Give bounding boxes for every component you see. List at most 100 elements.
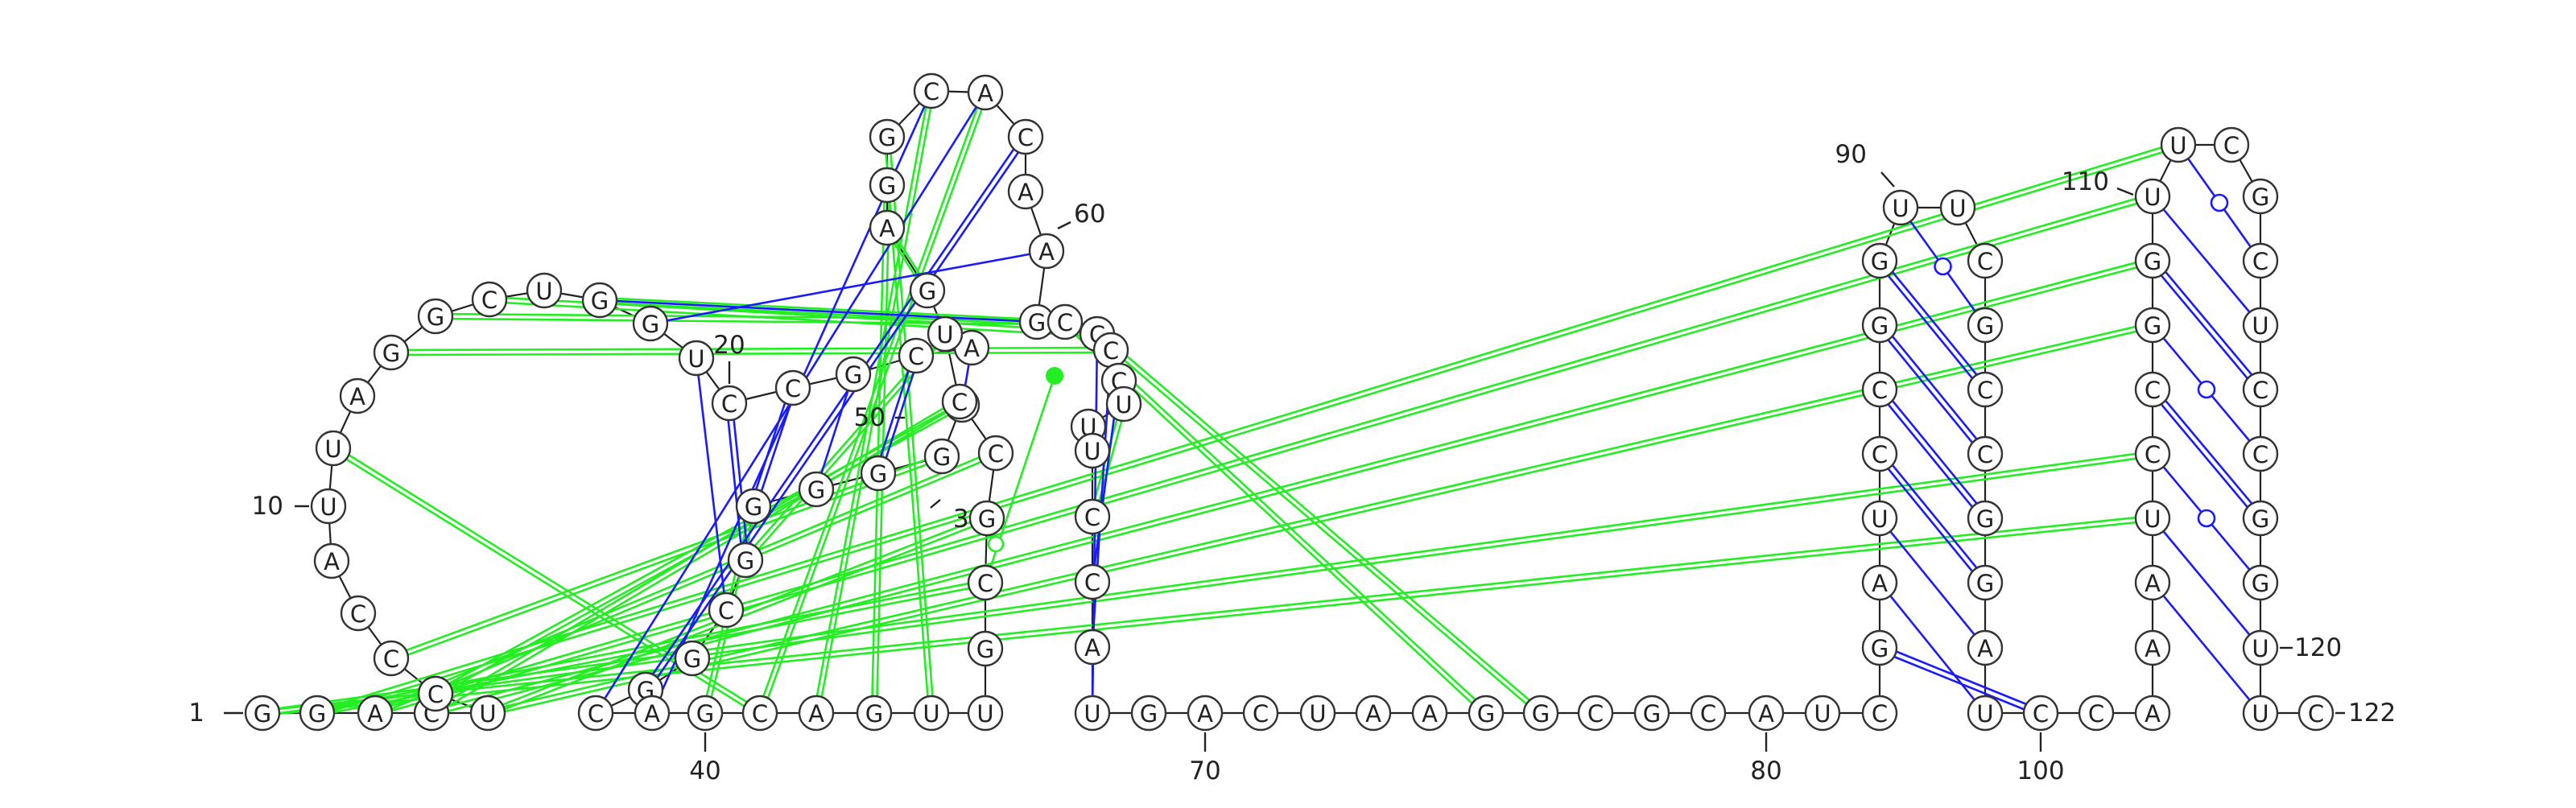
base-pair-88-95 (1887, 336, 1978, 443)
nucleotide-letter: G (1871, 248, 1889, 275)
tertiary-interaction-1-106 (279, 452, 2136, 715)
nucleotide-circle (1074, 629, 1111, 666)
nucleotide-circle (2134, 435, 2171, 472)
nucleotide-letter: U (1115, 391, 1132, 418)
position-tick-110 (2116, 187, 2134, 196)
nucleotide-40: U (913, 695, 950, 732)
nucleotide-letter: G (1976, 505, 1994, 533)
nucleotide-circle (2213, 126, 2250, 163)
nucleotide-letter: U (936, 321, 953, 348)
nucleotide-55: A (1007, 173, 1044, 210)
nucleotide-circle (2134, 629, 2171, 666)
nucleotide-circle (869, 167, 906, 204)
nucleotide-29: G (735, 488, 772, 525)
nucleotide-circle (1074, 432, 1111, 469)
nucleotide-105: U (2134, 500, 2171, 537)
base-pair-61-66 (1093, 397, 1118, 566)
nucleotide-letter: G (865, 700, 883, 728)
nucleotide-27: G (860, 455, 897, 492)
nucleotide-48: G (909, 272, 946, 309)
tertiary-open-marker (987, 535, 1005, 553)
nucleotide-circle (1187, 695, 1224, 732)
nucleotide-circle (913, 695, 950, 732)
nucleotide-letter: C (1084, 569, 1100, 596)
nucleotide-119: G (2242, 564, 2279, 601)
nucleotide-letter: C (1872, 700, 1888, 728)
nucleotide-letter: C (2252, 248, 2268, 275)
wobble-pair-106-119 (2162, 466, 2251, 571)
nucleotide-circle (1690, 695, 1727, 732)
nucleotide-letter: C (588, 700, 604, 728)
position-label-20: 20 (713, 331, 745, 360)
nucleotide-letter: C (2223, 132, 2240, 159)
nucleotide-117: C (2242, 435, 2279, 472)
nucleotide-circle (417, 675, 454, 712)
nucleotide-letter: C (721, 390, 737, 418)
nucleotide-letter: U (1871, 505, 1888, 533)
nucleotide-letter: U (2144, 183, 2161, 211)
nucleotide-circle (1577, 695, 1614, 732)
nucleotide-circle (1007, 118, 1044, 155)
nucleotide-circle (967, 630, 1004, 667)
nucleotide-letter: A (977, 80, 993, 107)
nucleotide-letter: G (869, 460, 887, 488)
nucleotide-98: A (1967, 629, 2004, 666)
nucleotide-letter: A (644, 700, 660, 728)
nucleotide-122: C (2297, 695, 2334, 732)
position-label-90: 90 (1835, 140, 1867, 169)
nucleotide-circle (774, 369, 811, 406)
nucleotide-letter: C (752, 700, 768, 728)
base-pair-85-98 (1889, 530, 1975, 636)
nucleotide-letter: G (427, 303, 444, 331)
nucleotide-circle (1074, 695, 1111, 732)
nucleotide-14: G (417, 298, 454, 335)
nucleotide-letter: C (952, 389, 968, 416)
nucleotide-letter: C (785, 375, 801, 402)
nucleotide-28: G (798, 471, 835, 508)
nucleotide-circle (1074, 498, 1111, 535)
nucleotide-60: C (1092, 332, 1129, 369)
nucleotide-letter: G (591, 287, 609, 315)
position-label-1: 1 (188, 699, 204, 728)
nucleotide-letter: G (2252, 570, 2269, 597)
nucleotide-letter: G (1871, 312, 1889, 340)
nucleotide-81: U (1804, 695, 1841, 732)
position-label-50: 50 (854, 403, 886, 432)
base-pair-17-57 (616, 299, 1021, 323)
nucleotide-circle (2134, 371, 2171, 408)
nucleotide-circle (741, 695, 778, 732)
nucleotide-circle (2078, 695, 2115, 732)
nucleotide-letter: A (1197, 700, 1213, 728)
nucleotide-letter: G (308, 700, 326, 728)
nucleotide-circle (1411, 695, 1448, 732)
base-pair-18-56 (667, 253, 1030, 322)
nucleotide-letter: A (2145, 700, 2161, 728)
tertiary-interaction-3-110 (390, 197, 2138, 712)
nucleotide-73: A (1355, 695, 1392, 732)
nucleotide-letter: G (919, 278, 936, 305)
nucleotide-letter: A (1018, 179, 1034, 206)
tertiary-interaction-4-109 (447, 262, 2137, 712)
nucleotide-letter: C (2088, 700, 2104, 728)
nucleotide-letter: G (933, 443, 951, 471)
nucleotide-65: C (1074, 498, 1111, 535)
nucleotide-86: C (1861, 435, 1898, 472)
nucleotide-18: G (632, 305, 669, 342)
nucleotide-84: A (1861, 564, 1898, 601)
nucleotide-letter: G (683, 645, 701, 673)
nucleotide-3: A (357, 695, 394, 732)
nucleotide-13: G (373, 334, 410, 371)
nucleotide-24: A (953, 329, 990, 366)
nucleotide-76: G (1522, 695, 1559, 732)
wobble-pair-90-93 (1909, 221, 1976, 312)
nucleotide-letter: G (844, 361, 862, 389)
nucleotide-8: C (340, 595, 377, 632)
nucleotide-69: G (1130, 695, 1167, 732)
nucleotide-letter: G (737, 547, 754, 575)
nucleotide-circle (581, 282, 618, 319)
nucleotide-circle (2134, 500, 2171, 537)
nucleotide-circle (1861, 242, 1898, 279)
nucleotide-circle (2242, 307, 2279, 344)
nucleotide-30: G (727, 542, 764, 579)
